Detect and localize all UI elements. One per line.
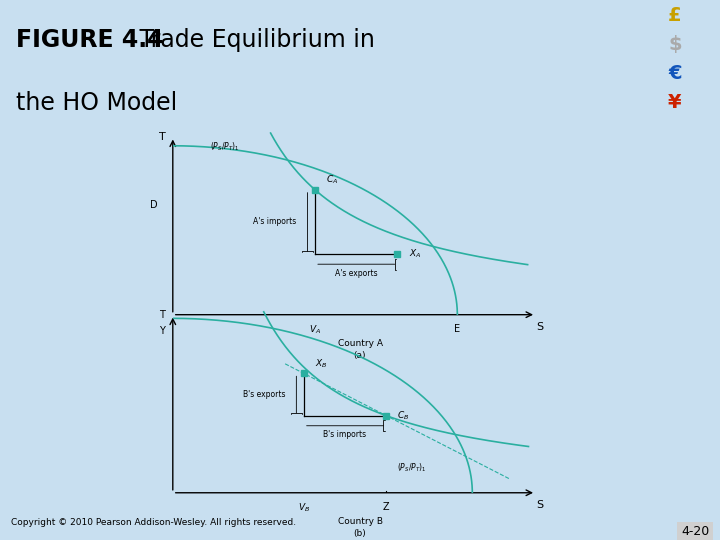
Text: Copyright © 2010 Pearson Addison-Wesley. All rights reserved.: Copyright © 2010 Pearson Addison-Wesley.…	[11, 518, 296, 526]
Text: the HO Model: the HO Model	[16, 91, 177, 116]
Text: $V_B$: $V_B$	[298, 502, 310, 515]
Text: 4-20: 4-20	[681, 525, 709, 538]
Text: Z: Z	[383, 502, 390, 512]
Text: £: £	[668, 6, 682, 25]
Text: Country A: Country A	[338, 339, 382, 348]
Text: $X_B$: $X_B$	[315, 357, 328, 370]
Text: $(P_S/P_T)_1$: $(P_S/P_T)_1$	[397, 462, 427, 474]
Text: Trade Equilibrium in: Trade Equilibrium in	[132, 28, 375, 52]
Text: B's imports: B's imports	[323, 430, 366, 440]
Text: FIGURE 4.4: FIGURE 4.4	[16, 28, 163, 52]
Text: $: $	[668, 35, 682, 54]
Text: T: T	[159, 309, 166, 320]
Text: A's imports: A's imports	[253, 218, 297, 226]
Text: $X_A$: $X_A$	[409, 248, 421, 260]
Text: A's exports: A's exports	[335, 269, 377, 278]
Text: $C_A$: $C_A$	[326, 174, 338, 186]
Text: $C_B$: $C_B$	[397, 409, 410, 422]
Text: Country B: Country B	[338, 517, 382, 525]
Text: S: S	[536, 500, 544, 510]
Text: B's exports: B's exports	[243, 390, 285, 399]
Text: S: S	[536, 322, 544, 332]
Text: Y: Y	[159, 326, 166, 336]
Text: (a): (a)	[354, 352, 366, 360]
Text: E: E	[454, 324, 460, 334]
Text: €: €	[668, 64, 682, 83]
Text: $V_A$: $V_A$	[309, 324, 321, 336]
Text: D: D	[150, 200, 158, 210]
Text: T: T	[158, 132, 166, 141]
Text: $(P_S/P_T)_1$: $(P_S/P_T)_1$	[210, 140, 240, 153]
Text: ¥: ¥	[668, 93, 682, 112]
Text: (b): (b)	[354, 530, 366, 538]
